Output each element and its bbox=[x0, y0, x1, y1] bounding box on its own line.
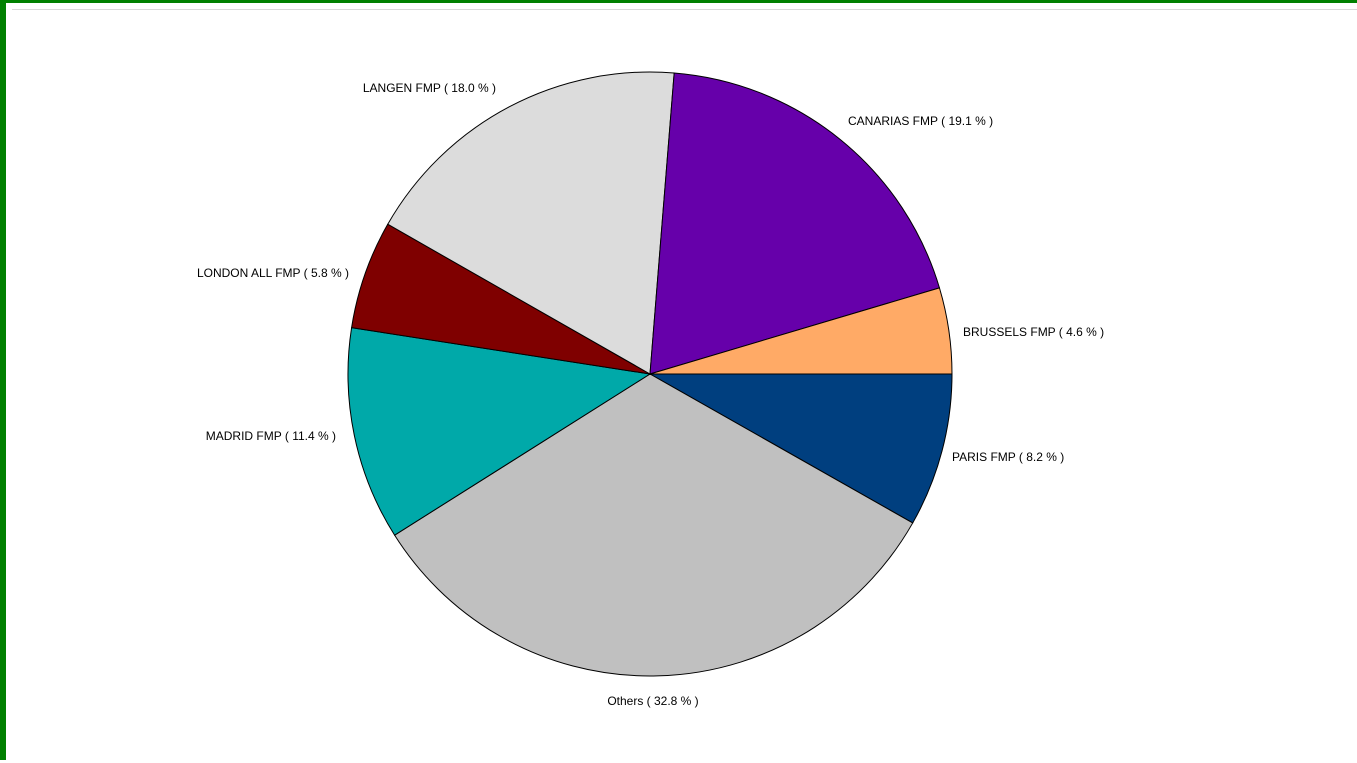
pie-label-paris-fmp: PARIS FMP ( 8.2 % ) bbox=[952, 450, 1064, 464]
pie-slice-brussels-fmp bbox=[649, 287, 953, 375]
pie-slice-others bbox=[393, 373, 914, 677]
pie-label-langen-fmp: LANGEN FMP ( 18.0 % ) bbox=[363, 81, 496, 95]
pie-labels: PARIS FMP ( 8.2 % ) Others ( 32.8 % ) MADR… bbox=[197, 81, 1104, 708]
top-divider bbox=[12, 6, 1357, 10]
pie-chart: PARIS FMP ( 8.2 % ) Others ( 32.8 % ) MADR… bbox=[197, 71, 1104, 708]
pie-label-brussels-fmp: BRUSSELS FMP ( 4.6 % ) bbox=[963, 325, 1104, 339]
pie-label-canarias-fmp: CANARIAS FMP ( 19.1 % ) bbox=[848, 114, 993, 128]
pie-slice-madrid-fmp bbox=[347, 327, 652, 536]
pie-slice-langen-fmp bbox=[387, 71, 675, 375]
pie-slices bbox=[347, 71, 953, 677]
pie-label-madrid-fmp: MADRID FMP ( 11.4 % ) bbox=[206, 429, 336, 443]
pie-label-others: Others ( 32.8 % ) bbox=[607, 694, 698, 708]
pie-slice-canarias-fmp bbox=[649, 72, 941, 375]
pie-label-london-all-fmp: LONDON ALL FMP ( 5.8 % ) bbox=[197, 266, 349, 280]
pie-slice-paris-fmp bbox=[648, 373, 953, 524]
